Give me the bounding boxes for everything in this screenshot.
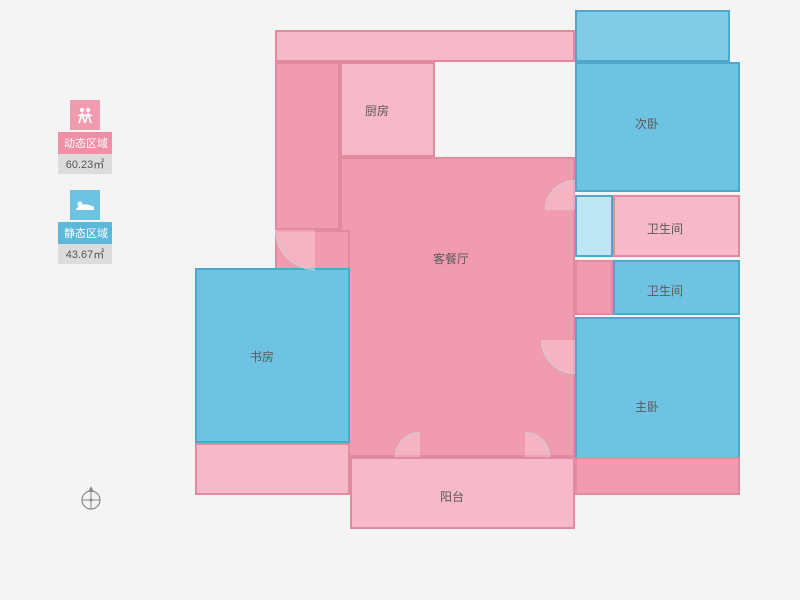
legend-static-value: 43.67㎡ xyxy=(58,244,112,264)
legend-static-label: 静态区域 xyxy=(58,222,112,244)
legend-dynamic: 动态区域 60.23㎡ xyxy=(58,100,112,174)
room-label-master-bedroom: 主卧 xyxy=(635,398,659,415)
room-lower-hall-left xyxy=(195,443,350,495)
room-label-balcony: 阳台 xyxy=(440,488,464,505)
room-label-living-dining: 客餐厅 xyxy=(433,250,469,267)
room-label-kitchen: 厨房 xyxy=(365,102,389,119)
room-lower-hall-right xyxy=(575,457,740,495)
floorplan: 厨房次卧客餐厅卫生间卫生间书房主卧阳台 xyxy=(195,10,740,540)
compass-icon xyxy=(77,484,105,512)
room-label-secondary-bedroom: 次卧 xyxy=(635,115,659,132)
bed-icon xyxy=(70,190,100,220)
room-upper-porch-right xyxy=(575,10,730,62)
room-label-bathroom-2: 卫生间 xyxy=(647,282,683,299)
people-icon xyxy=(70,100,100,130)
room-living-dining xyxy=(340,157,575,457)
room-upper-porch-left xyxy=(275,30,575,62)
room-label-bathroom-1: 卫生间 xyxy=(647,220,683,237)
room-bathroom-2-door xyxy=(575,260,613,315)
legend-static: 静态区域 43.67㎡ xyxy=(58,190,112,264)
room-bathroom-1-door xyxy=(575,195,613,257)
room-corridor-top xyxy=(275,62,340,230)
legend-dynamic-label: 动态区域 xyxy=(58,132,112,154)
legend-dynamic-value: 60.23㎡ xyxy=(58,154,112,174)
room-label-study: 书房 xyxy=(250,348,274,365)
